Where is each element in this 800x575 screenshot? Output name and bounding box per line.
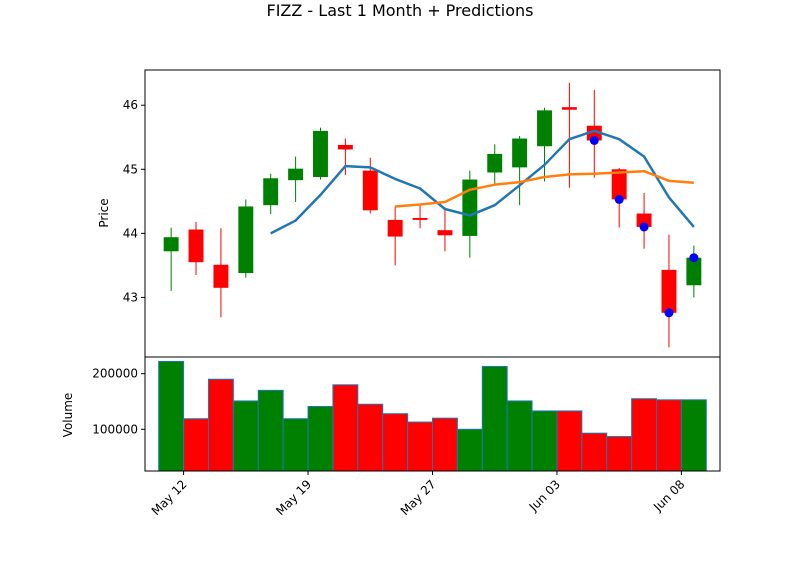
volume-bar — [581, 432, 608, 472]
volume-bar — [680, 399, 707, 472]
volume-bar — [407, 421, 433, 472]
candle-body — [337, 144, 353, 150]
volume-bar — [257, 389, 284, 472]
candle-body — [686, 257, 702, 286]
candle-body — [163, 237, 179, 252]
volume-bar — [481, 365, 508, 472]
candle-body — [213, 264, 229, 288]
date-xtick-label: May 27 — [398, 477, 439, 518]
volume-y-label: Volume — [61, 393, 75, 438]
date-xtick-label: Jun 08 — [650, 477, 687, 514]
volume-bar — [456, 428, 483, 472]
volume-bar — [506, 400, 533, 472]
candle-body — [238, 206, 254, 274]
volume-bar — [207, 378, 234, 472]
ma-short-line — [270, 129, 695, 235]
volume-bar — [656, 399, 682, 472]
price-panel: 43 44 45 46 Price — [97, 69, 721, 358]
candle-body — [437, 230, 453, 236]
candle-body — [537, 110, 552, 147]
prediction-point — [589, 135, 599, 145]
volume-bar — [232, 400, 259, 472]
candle-body — [586, 125, 602, 141]
candle-body — [611, 169, 627, 200]
volume-bar — [282, 418, 309, 472]
price-axes-frame — [144, 69, 721, 358]
candle-body — [387, 219, 403, 237]
prediction-point — [639, 222, 649, 232]
candle-body — [661, 269, 677, 313]
prediction-point — [664, 308, 674, 318]
price-y-label: Price — [97, 198, 111, 227]
volume-panel: 100000 200000 May 12 May 19 May 27 Jun 03 Jun… — [61, 356, 721, 518]
volume-bar — [556, 410, 583, 472]
price-ytick-label: 44 — [123, 226, 138, 240]
candle-body — [188, 229, 204, 263]
volume-ytick-label: 200000 — [92, 367, 138, 381]
candle-body — [512, 138, 528, 168]
candle-body — [313, 130, 328, 177]
volume-bar — [158, 360, 185, 472]
candle-body — [412, 217, 428, 220]
volume-bar — [631, 398, 658, 472]
candle-body — [561, 107, 577, 110]
price-ytick-label: 46 — [123, 98, 138, 112]
candle-body — [362, 170, 378, 211]
candle-body — [636, 213, 652, 227]
volume-axes-frame — [144, 356, 721, 472]
volume-bar — [307, 405, 334, 472]
price-ytick-label: 45 — [123, 162, 138, 176]
candle-body — [263, 178, 279, 206]
volume-bar — [606, 436, 633, 472]
ma-long-line — [395, 169, 694, 208]
volume-bar — [183, 418, 209, 472]
volume-bar — [531, 410, 558, 472]
volume-bar — [357, 403, 384, 472]
volume-bar — [382, 413, 409, 472]
prediction-point — [689, 253, 699, 263]
candle-body — [462, 179, 478, 236]
prediction-point — [614, 194, 624, 204]
volume-bar — [432, 417, 458, 472]
date-xtick-label: May 19 — [273, 477, 314, 518]
candle-body — [487, 153, 503, 173]
chart-title: FIZZ - Last 1 Month + Predictions — [266, 1, 533, 20]
price-ytick-label: 43 — [123, 290, 138, 304]
volume-ytick-label: 100000 — [92, 422, 138, 436]
date-xtick-label: May 12 — [149, 477, 190, 518]
date-xtick-label: Jun 03 — [526, 477, 563, 514]
candle-body — [288, 168, 304, 181]
volume-bar — [332, 384, 359, 472]
